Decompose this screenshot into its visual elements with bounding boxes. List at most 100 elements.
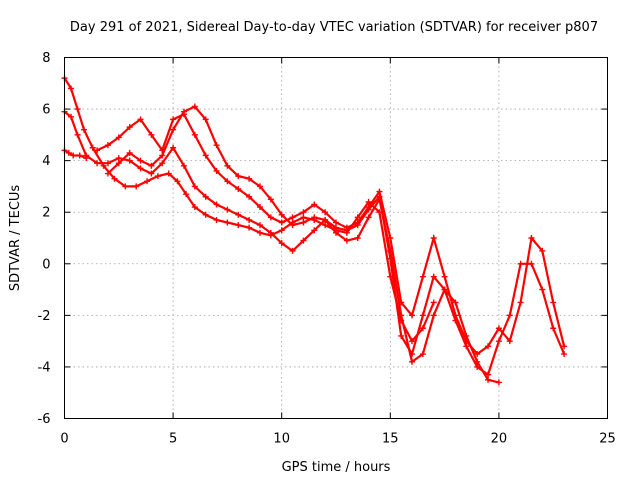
data-point <box>180 108 187 115</box>
data-point <box>495 338 502 345</box>
data-point <box>256 183 263 190</box>
data-point <box>539 247 546 254</box>
data-point <box>441 273 448 280</box>
data-point <box>65 149 72 156</box>
data-point <box>224 219 231 226</box>
data-point <box>224 162 231 169</box>
data-point <box>256 204 263 211</box>
data-point <box>398 332 405 339</box>
data-point <box>235 173 242 180</box>
data-point <box>267 214 274 221</box>
data-point <box>387 235 394 241</box>
data-point <box>76 152 83 159</box>
data-point <box>115 134 122 141</box>
data-point <box>256 229 263 236</box>
data-point <box>409 338 416 345</box>
data-point <box>68 113 75 120</box>
x-tick-label: 25 <box>599 432 616 447</box>
data-point <box>213 142 220 149</box>
data-point <box>409 358 416 365</box>
series-4 <box>104 103 568 378</box>
data-point <box>235 222 242 229</box>
data-point <box>81 126 88 133</box>
data-point <box>183 191 190 198</box>
data-point <box>409 312 416 319</box>
data-point <box>517 299 524 306</box>
data-point <box>474 363 481 370</box>
data-point <box>126 149 133 156</box>
data-point <box>289 247 296 254</box>
x-tick-label: 10 <box>273 432 290 447</box>
x-tick-label: 0 <box>60 432 68 447</box>
data-point <box>137 157 144 164</box>
data-point <box>430 312 437 319</box>
data-point <box>343 227 350 234</box>
data-point <box>144 178 151 185</box>
data-point <box>528 260 535 267</box>
data-point <box>165 170 172 177</box>
data-point <box>89 144 96 151</box>
data-point <box>322 222 329 229</box>
y-tick-label: 8 <box>42 51 50 66</box>
series-line <box>96 112 566 356</box>
data-point <box>452 299 459 306</box>
data-point <box>409 351 416 358</box>
data-point <box>122 183 129 190</box>
data-point <box>235 186 242 193</box>
data-point <box>202 193 209 200</box>
data-point <box>300 214 307 221</box>
data-point <box>191 131 198 138</box>
data-point <box>246 216 253 223</box>
data-point <box>474 351 481 358</box>
data-point <box>94 160 101 167</box>
data-point <box>74 131 81 138</box>
data-point <box>111 175 118 182</box>
data-point <box>485 343 492 350</box>
data-point <box>333 229 339 236</box>
data-point <box>202 116 209 123</box>
data-point <box>311 227 318 234</box>
data-point <box>278 219 285 226</box>
data-point <box>419 325 426 332</box>
data-point <box>365 206 372 213</box>
data-point <box>419 273 426 280</box>
data-point <box>159 152 166 159</box>
data-point <box>300 237 307 244</box>
y-axis-label: SDTVAR / TECUs <box>8 185 23 292</box>
x-tick-label: 20 <box>491 432 508 447</box>
data-point <box>463 343 470 350</box>
data-point <box>170 144 177 151</box>
data-point <box>94 147 101 154</box>
data-point <box>191 103 198 110</box>
y-tick-label: -6 <box>38 412 51 427</box>
series-1 <box>61 75 437 345</box>
data-point <box>126 124 133 131</box>
data-point <box>235 211 242 218</box>
axis-ticks: 0 5 10 15 20 25 -6 -4 -2 0 2 4 6 8 <box>38 51 616 447</box>
x-tick-label: 5 <box>169 432 177 447</box>
data-point <box>452 317 459 324</box>
data-point <box>278 227 285 234</box>
y-tick-label: 4 <box>42 154 50 169</box>
data-point <box>115 155 122 162</box>
data-point <box>68 85 75 92</box>
series-2 <box>61 108 502 386</box>
y-tick-label: -4 <box>38 360 51 375</box>
data-point <box>550 325 557 332</box>
data-point <box>550 299 557 306</box>
y-tick-label: 2 <box>42 206 50 221</box>
data-point <box>174 178 181 185</box>
x-axis-label: GPS time / hours <box>282 460 391 475</box>
data-point <box>137 116 144 123</box>
plot-frame <box>64 57 608 419</box>
data-series <box>61 75 568 386</box>
data-point <box>311 214 318 221</box>
data-point <box>300 219 307 226</box>
data-point <box>539 286 546 293</box>
data-point <box>213 167 220 174</box>
data-point <box>311 201 318 208</box>
data-point <box>202 211 209 218</box>
data-point <box>517 260 524 267</box>
data-point <box>289 222 296 229</box>
data-point <box>148 170 155 177</box>
